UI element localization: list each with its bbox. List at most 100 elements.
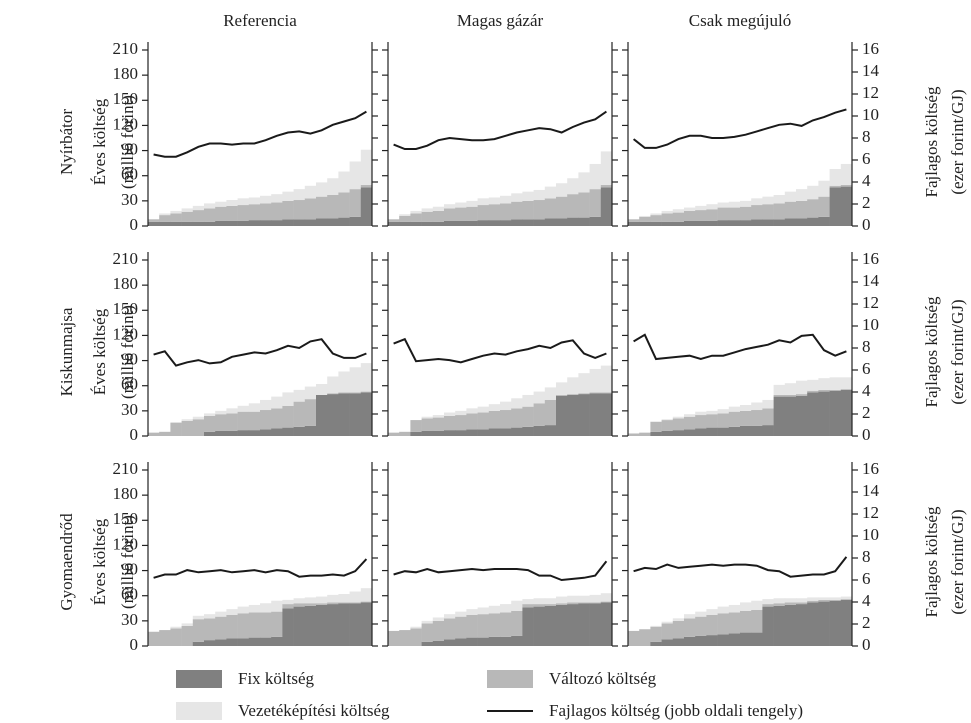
area-segment: [304, 198, 317, 220]
area-segment: [327, 604, 339, 646]
area-segment: [544, 186, 557, 199]
area-segment: [260, 399, 272, 411]
y2-tick-label: 10: [862, 525, 879, 544]
y2-tick-label: 16: [862, 459, 879, 478]
area-segment: [784, 218, 797, 226]
y2-tick-label: 4: [862, 591, 871, 610]
area-segment: [751, 402, 763, 411]
area-segment: [444, 208, 456, 221]
area-segment: [500, 401, 512, 411]
area-segment: [477, 406, 490, 413]
area-segment: [762, 604, 774, 607]
area-segment: [511, 201, 523, 220]
area-segment: [477, 614, 490, 638]
area-segment: [522, 219, 534, 226]
cost-line: [633, 333, 847, 361]
area-segment: [349, 393, 362, 436]
area-segment: [226, 220, 238, 226]
area-segment: [327, 178, 339, 195]
area-segment: [271, 408, 283, 429]
area-segment: [589, 602, 602, 604]
area-segment: [650, 221, 662, 226]
area-segment: [818, 601, 830, 646]
area-segment: [600, 393, 613, 436]
area-segment: [807, 379, 819, 391]
area-segment: [304, 185, 317, 199]
area-segment: [544, 604, 557, 606]
area-segment: [717, 207, 730, 221]
area-segment: [578, 393, 590, 395]
area-segment: [639, 629, 651, 646]
area-segment: [410, 213, 422, 222]
area-segment: [533, 200, 546, 220]
area-segment: [192, 205, 205, 211]
area-segment: [316, 384, 328, 395]
y2-axis-label: (ezer forint/GJ): [948, 89, 967, 194]
area-segment: [260, 603, 272, 613]
area-segment: [661, 419, 674, 421]
area-segment: [600, 602, 613, 646]
area-segment: [556, 603, 568, 605]
area-segment: [338, 393, 350, 436]
y2-tick-label: 6: [862, 569, 871, 588]
area-segment: [672, 416, 685, 419]
area-segment: [466, 609, 478, 615]
legend-label: Változó költség: [549, 669, 657, 688]
area-segment: [840, 377, 853, 390]
area-segment: [432, 210, 445, 222]
y-tick-label: 120: [113, 324, 139, 343]
area-segment: [695, 635, 707, 646]
area-segment: [466, 614, 478, 638]
area-segment: [740, 404, 752, 411]
area-segment: [271, 194, 283, 203]
column-title: Referencia: [223, 11, 297, 30]
area-segment: [556, 395, 568, 436]
area-segment: [327, 594, 339, 603]
area-segment: [751, 600, 763, 610]
area-segment: [170, 213, 182, 222]
row-label: Gyomaendrőd: [57, 513, 76, 611]
area-segment: [717, 613, 730, 635]
y2-tick-label: 12: [862, 83, 879, 102]
area-segment: [237, 405, 250, 412]
area-segment: [751, 425, 763, 436]
area-segment: [360, 184, 373, 188]
area-segment: [556, 196, 568, 219]
area-segment: [399, 215, 411, 222]
area-segment: [556, 218, 568, 226]
y-tick-label: 210: [113, 39, 139, 58]
area-segment: [511, 427, 523, 436]
area-segment: [522, 607, 534, 646]
area-segment: [477, 607, 490, 615]
area-segment: [762, 408, 774, 426]
area-segment: [204, 221, 216, 226]
area-segment: [170, 628, 182, 646]
legend-swatch: [487, 670, 533, 688]
area-segment: [829, 600, 842, 646]
area-segment: [293, 219, 306, 226]
area-segment: [773, 219, 786, 226]
area-segment: [338, 371, 350, 393]
area-segment: [751, 198, 763, 206]
area-segment: [215, 220, 227, 226]
y2-tick-label: 2: [862, 613, 871, 632]
area-segment: [237, 198, 250, 206]
area-segment: [567, 217, 579, 226]
area-segment: [237, 606, 250, 614]
area-segment: [818, 180, 830, 197]
area-segment: [650, 215, 662, 222]
area-segment: [728, 406, 741, 412]
y-tick-label: 0: [130, 635, 139, 654]
area-segment: [717, 634, 730, 646]
area-segment: [544, 198, 557, 219]
area-segment: [796, 218, 808, 226]
area-segment: [740, 610, 752, 633]
area-segment: [181, 211, 194, 222]
area-segment: [421, 418, 434, 431]
area-segment: [578, 172, 590, 193]
area-segment: [466, 637, 478, 646]
area-segment: [444, 220, 456, 226]
area-segment: [282, 604, 294, 609]
y2-axis-label: (ezer forint/GJ): [948, 509, 967, 614]
area-segment: [248, 637, 261, 646]
